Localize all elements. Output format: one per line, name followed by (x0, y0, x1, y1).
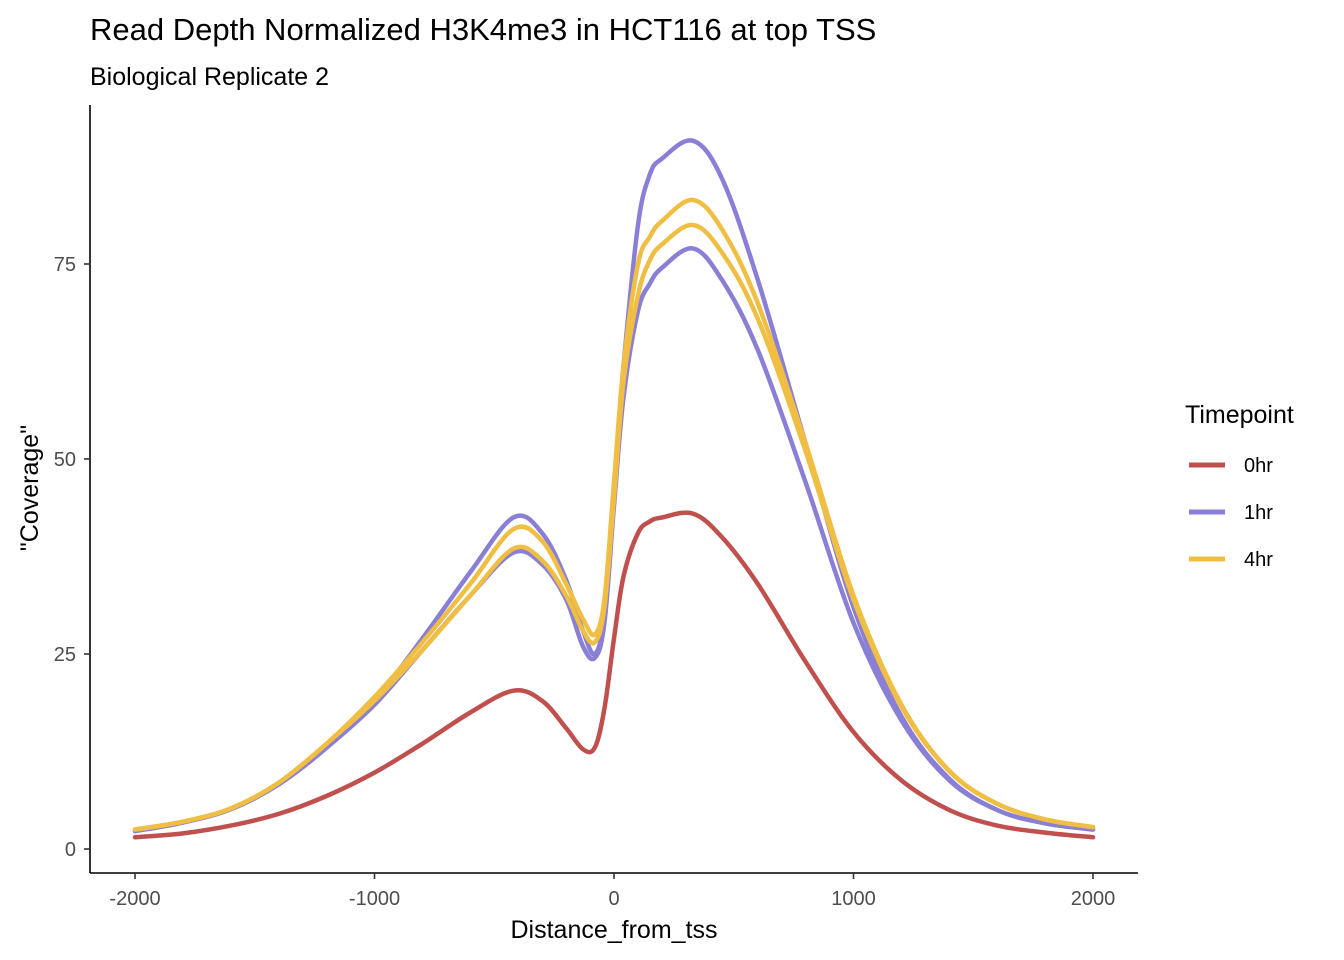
legend: Timepoint 0hr 1hr 4hr (1185, 401, 1294, 571)
plot-area (132, 138, 1096, 840)
x-tick-label: 2000 (1071, 888, 1116, 910)
legend-title: Timepoint (1185, 401, 1294, 429)
y-tick-label: 50 (54, 449, 76, 471)
y-axis-title: "Coverage" (16, 425, 44, 551)
series-line-0hr-1 (132, 510, 1096, 840)
x-tick-label: 1000 (831, 888, 876, 910)
y-tick-label: 0 (65, 839, 76, 861)
legend-label-4hr: 4hr (1244, 549, 1273, 571)
x-tick-label: -1000 (349, 888, 400, 910)
x-axis: -2000 -1000 0 1000 2000 (109, 873, 1115, 910)
y-axis: 0 25 50 75 (54, 254, 90, 861)
x-tick-label: -2000 (109, 888, 160, 910)
x-tick-label: 0 (608, 888, 619, 910)
legend-label-1hr: 1hr (1244, 502, 1273, 524)
legend-label-0hr: 0hr (1244, 455, 1273, 477)
series-line-1hr-3 (132, 246, 1096, 834)
x-axis-title: Distance_from_tss (510, 916, 717, 944)
chart-title: Read Depth Normalized H3K4me3 in HCT116 … (90, 12, 876, 47)
chart-subtitle: Biological Replicate 2 (90, 63, 329, 91)
y-tick-label: 75 (54, 254, 76, 276)
series-line-4hr-5 (132, 222, 1096, 832)
y-tick-label: 25 (54, 644, 76, 666)
